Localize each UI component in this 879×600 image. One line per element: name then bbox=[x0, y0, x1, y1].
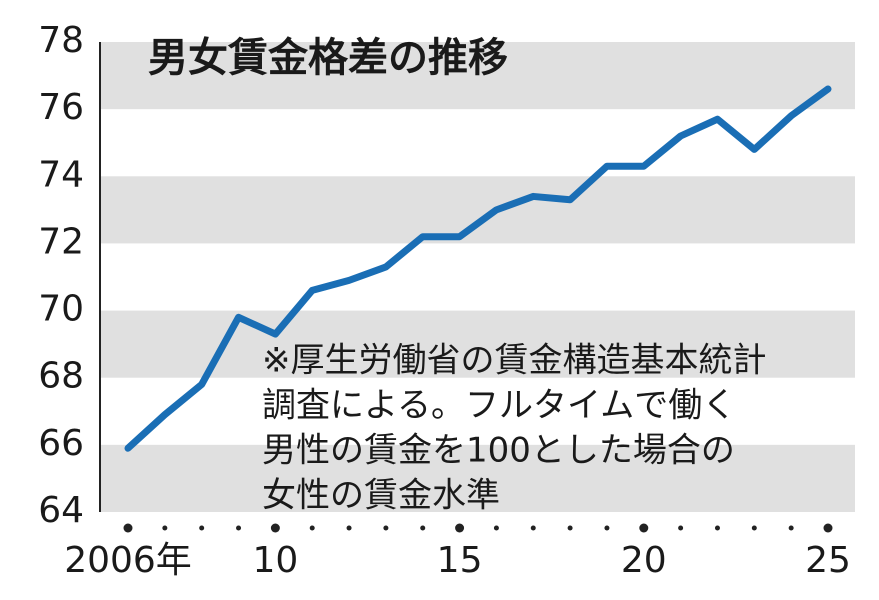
x-tick-dot bbox=[530, 525, 536, 531]
x-tick-dot bbox=[346, 525, 352, 531]
x-tick-dot bbox=[493, 525, 499, 531]
x-tick-mark bbox=[823, 523, 833, 533]
x-tick-label: 15 bbox=[437, 540, 483, 581]
data-line bbox=[124, 85, 832, 452]
grid-band bbox=[100, 444, 855, 512]
y-tick-label: 68 bbox=[38, 356, 84, 397]
y-tick-label: 74 bbox=[38, 154, 84, 195]
y-tick-label: 72 bbox=[38, 221, 84, 262]
x-tick-dot bbox=[309, 525, 315, 531]
y-tick-label: 66 bbox=[38, 423, 84, 464]
note-line: 男性の賃金を100とした場合の bbox=[262, 431, 735, 471]
y-tick-label: 64 bbox=[38, 490, 84, 531]
x-tick-mark bbox=[123, 523, 133, 533]
x-tick-dot bbox=[714, 525, 720, 531]
x-tick-label: 2006年 bbox=[64, 540, 192, 581]
x-tick-mark bbox=[270, 523, 280, 533]
x-tick-dot bbox=[383, 525, 389, 531]
y-tick-label: 76 bbox=[38, 87, 84, 128]
x-tick-dot bbox=[604, 525, 610, 531]
x-tick-label: 10 bbox=[252, 540, 298, 581]
x-tick-label: 25 bbox=[805, 540, 851, 581]
x-tick-dot bbox=[236, 525, 242, 531]
x-tick-dot bbox=[162, 525, 168, 531]
x-tick-mark bbox=[455, 523, 465, 533]
x-tick-dot bbox=[788, 525, 794, 531]
y-tick-label: 70 bbox=[38, 289, 84, 330]
grid-band bbox=[100, 176, 855, 244]
grid-band bbox=[100, 42, 855, 110]
note-line: 女性の賃金水準 bbox=[262, 476, 500, 516]
x-tick-dot bbox=[420, 525, 426, 531]
x-tick-label: 20 bbox=[621, 540, 667, 581]
chart-title: 男女賃金格差の推移 bbox=[148, 35, 508, 81]
x-tick-dot bbox=[199, 525, 205, 531]
x-tick-dot bbox=[678, 525, 684, 531]
x-tick-dot bbox=[751, 525, 757, 531]
note-line: 調査による。フルタイムで働く bbox=[262, 386, 736, 426]
y-tick-label: 78 bbox=[38, 20, 84, 61]
x-tick-mark bbox=[639, 523, 649, 533]
x-tick-dot bbox=[567, 525, 573, 531]
note-line: ※厚生労働省の賃金構造基本統計 bbox=[262, 341, 767, 381]
